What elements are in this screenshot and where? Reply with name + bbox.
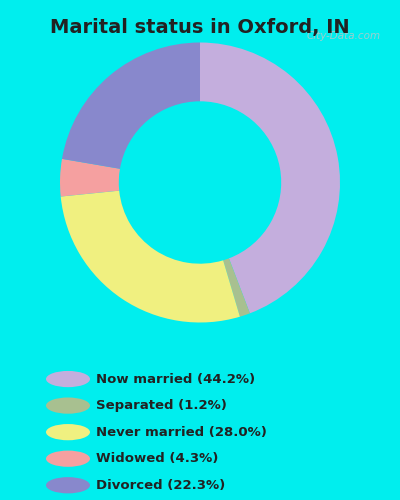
Text: Widowed (4.3%): Widowed (4.3%) [96,452,218,465]
Circle shape [46,371,90,387]
Circle shape [46,424,90,440]
Text: City-Data.com: City-Data.com [306,31,380,41]
Circle shape [46,398,90,413]
Circle shape [46,477,90,494]
Text: Marital status in Oxford, IN: Marital status in Oxford, IN [50,18,350,36]
Text: Now married (44.2%): Now married (44.2%) [96,372,255,386]
Wedge shape [62,42,200,169]
Wedge shape [200,42,340,314]
Wedge shape [60,159,120,196]
Circle shape [46,450,90,467]
Wedge shape [61,190,240,322]
Text: Never married (28.0%): Never married (28.0%) [96,426,267,438]
Wedge shape [223,258,250,316]
Text: Separated (1.2%): Separated (1.2%) [96,399,227,412]
Text: Divorced (22.3%): Divorced (22.3%) [96,479,225,492]
